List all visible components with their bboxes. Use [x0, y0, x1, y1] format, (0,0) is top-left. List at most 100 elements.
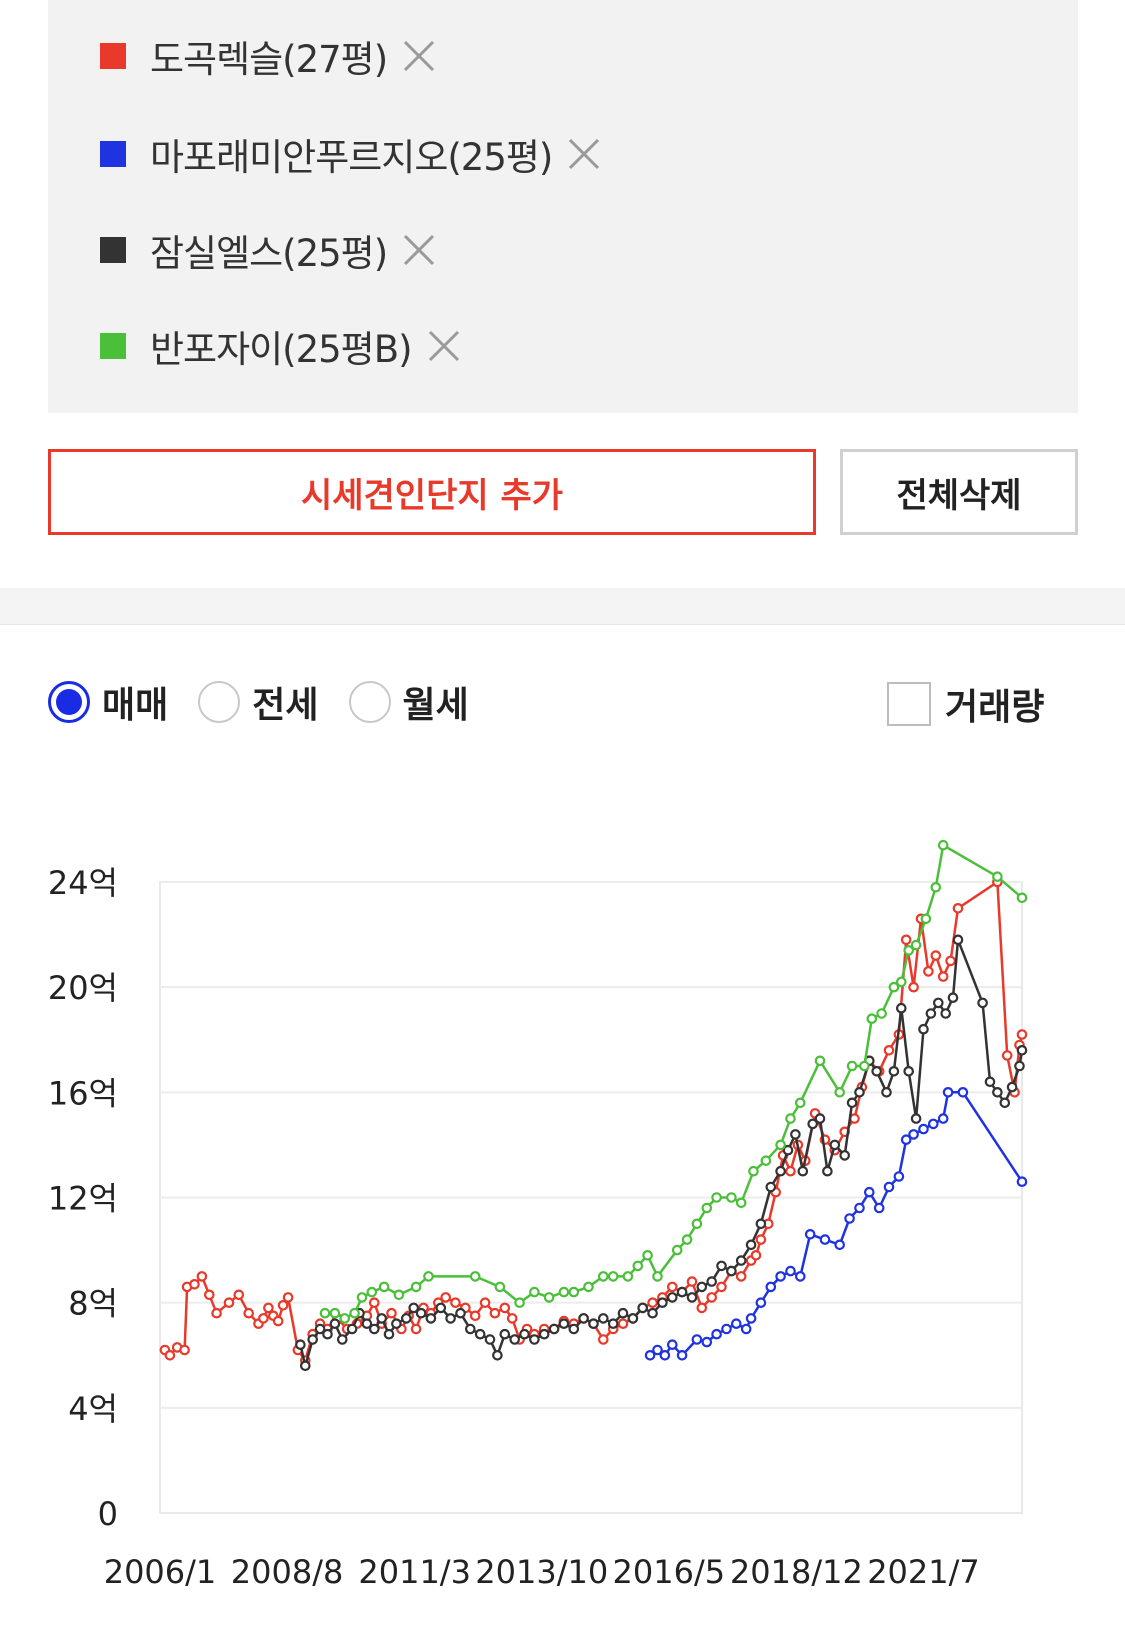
data-point — [895, 976, 907, 988]
data-point — [881, 1086, 892, 1098]
data-point — [942, 1086, 954, 1098]
close-icon[interactable] — [564, 134, 604, 174]
data-point — [588, 1318, 599, 1329]
y-tick-label: 20억 — [48, 969, 118, 1007]
data-point — [196, 1271, 208, 1282]
data-point — [735, 1271, 747, 1282]
data-point — [391, 1318, 402, 1329]
data-point — [425, 1313, 437, 1324]
data-point — [164, 1349, 176, 1361]
data-point — [494, 1281, 506, 1293]
data-point — [469, 1310, 481, 1322]
data-point — [750, 1249, 762, 1261]
data-point — [529, 1334, 540, 1345]
data-point — [484, 1334, 496, 1345]
radio-monthly-rent[interactable]: 월세 — [348, 676, 469, 728]
data-point — [730, 1318, 742, 1329]
data-point — [977, 997, 988, 1009]
radio-unchecked-icon[interactable] — [348, 681, 391, 723]
data-point — [790, 1129, 801, 1140]
volume-toggle[interactable]: 거래량 — [887, 678, 1044, 730]
data-point — [410, 1281, 422, 1293]
radio-checked-icon[interactable] — [48, 681, 90, 723]
data-point — [319, 1307, 331, 1319]
data-point — [804, 1228, 816, 1240]
radio-label: 월세 — [402, 685, 469, 726]
data-point — [814, 1113, 826, 1124]
data-point — [937, 1113, 949, 1124]
data-point — [272, 1315, 284, 1327]
data-point — [492, 1349, 503, 1361]
data-point — [952, 903, 964, 914]
data-point — [726, 1192, 737, 1203]
data-point — [233, 1289, 245, 1301]
radio-jeonse[interactable]: 전세 — [198, 676, 319, 728]
data-point — [873, 1202, 885, 1214]
data-point — [900, 1134, 912, 1145]
data-point — [814, 1055, 826, 1067]
close-icon[interactable] — [399, 230, 439, 270]
data-point — [775, 1165, 786, 1177]
close-icon[interactable] — [424, 326, 464, 366]
data-point — [1016, 892, 1028, 904]
data-point — [455, 1307, 466, 1319]
delete-all-button[interactable]: 전체삭제 — [840, 449, 1078, 535]
data-point — [538, 1328, 550, 1340]
data-point — [506, 1313, 518, 1324]
data-point — [794, 1097, 806, 1109]
data-point — [435, 1302, 447, 1314]
volume-checkbox[interactable] — [887, 682, 931, 726]
data-point — [243, 1307, 254, 1319]
data-point — [701, 1336, 713, 1348]
data-point — [765, 1281, 777, 1293]
data-point — [336, 1334, 348, 1345]
data-point — [479, 1297, 491, 1308]
data-point — [866, 1013, 878, 1024]
close-icon[interactable] — [399, 36, 439, 76]
data-point — [415, 1307, 427, 1319]
data-point — [383, 1328, 395, 1340]
data-point — [920, 913, 932, 925]
data-point — [597, 1334, 609, 1345]
data-point — [204, 1289, 215, 1301]
data-point — [883, 1045, 895, 1056]
radio-sale[interactable]: 매매 — [48, 676, 168, 728]
data-point — [745, 1239, 757, 1251]
data-point — [876, 1008, 887, 1019]
data-point — [393, 1289, 405, 1301]
data-point — [607, 1318, 619, 1329]
data-point — [632, 1260, 644, 1272]
x-tick-label: 2018/12 — [730, 1553, 863, 1591]
data-point — [637, 1302, 648, 1314]
data-point — [755, 1218, 767, 1230]
data-point — [782, 1144, 794, 1156]
data-point — [211, 1307, 222, 1319]
data-point — [642, 1249, 653, 1261]
data-point — [834, 1239, 845, 1251]
data-point — [910, 1113, 922, 1124]
compare-item-name: 반포자이(25평B) — [150, 328, 413, 371]
data-point — [263, 1302, 274, 1314]
y-tick-label: 8억 — [68, 1285, 118, 1323]
data-point — [785, 1113, 796, 1124]
data-point — [529, 1286, 540, 1298]
data-point — [696, 1281, 708, 1293]
data-point — [691, 1218, 703, 1230]
data-point — [721, 1323, 732, 1335]
add-comparison-button[interactable]: 시세견인단지 추가 — [48, 449, 816, 535]
data-point — [785, 1265, 796, 1277]
data-point — [888, 981, 900, 993]
compare-item-name: 도곡렉슬(27평) — [150, 38, 388, 81]
y-tick-label: 0 — [98, 1495, 118, 1533]
data-point — [937, 839, 949, 851]
data-point — [940, 1008, 951, 1019]
data-point — [937, 971, 949, 982]
data-point — [854, 1202, 865, 1214]
data-point — [910, 939, 922, 951]
radio-unchecked-icon[interactable] — [198, 681, 241, 723]
data-point — [1014, 1060, 1025, 1072]
data-point — [617, 1307, 629, 1319]
data-point — [666, 1292, 678, 1303]
data-point — [607, 1271, 619, 1282]
data-point — [666, 1339, 678, 1350]
